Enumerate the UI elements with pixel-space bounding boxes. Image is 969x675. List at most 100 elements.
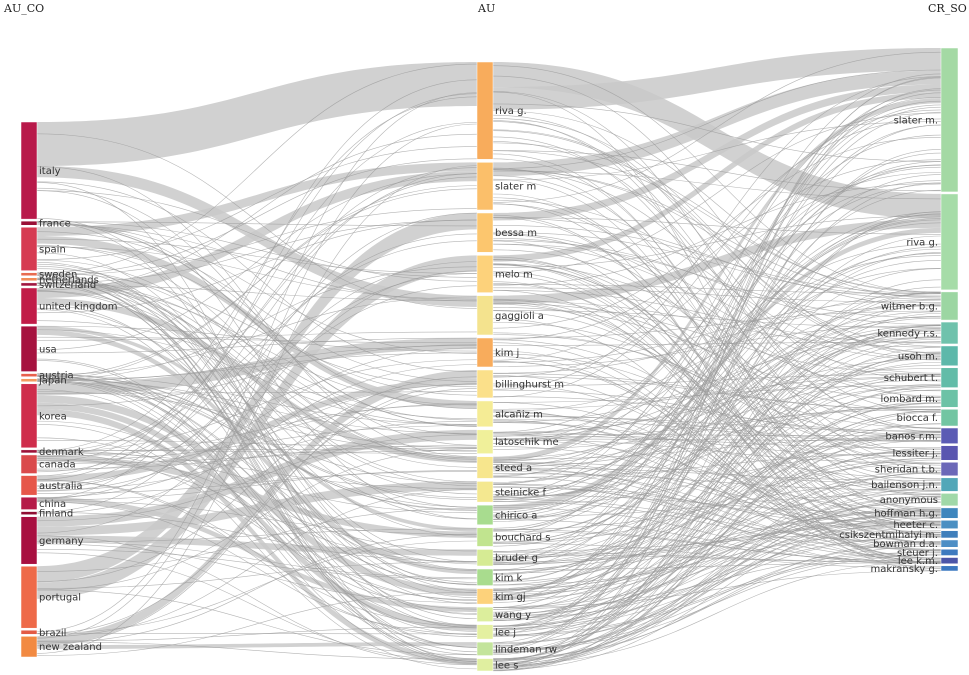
- node-au-bruder-g[interactable]: [476, 549, 494, 567]
- thin-link-left: [36, 279, 478, 508]
- thin-link-left: [36, 440, 478, 448]
- thin-link-right: [492, 327, 942, 492]
- node-cr-so-bailenson-j-n[interactable]: [940, 477, 959, 492]
- thin-link-right: [492, 315, 942, 503]
- thin-link-right: [492, 437, 942, 460]
- node-au-co-japan[interactable]: [20, 378, 38, 383]
- node-cr-so-banos-r-m[interactable]: [940, 427, 959, 444]
- node-au-billinghurst-m[interactable]: [476, 369, 494, 399]
- node-au-co-korea[interactable]: [20, 383, 38, 449]
- thin-link-left: [36, 403, 478, 471]
- node-label-au-co-brazil: brazil: [39, 628, 66, 639]
- node-au-co-spain[interactable]: [20, 227, 38, 271]
- node-cr-so-biocca-f[interactable]: [940, 409, 959, 427]
- node-au-bouchard-s[interactable]: [476, 527, 494, 547]
- node-au-lee-s[interactable]: [476, 658, 494, 672]
- node-label-au-bouchard-s: bouchard s: [495, 533, 550, 544]
- node-au-co-australia[interactable]: [20, 475, 38, 496]
- node-cr-so-witmer-b-g[interactable]: [940, 291, 959, 321]
- node-au-riva-g[interactable]: [476, 61, 494, 160]
- thin-link-right: [492, 317, 942, 520]
- thin-link-left: [36, 219, 478, 284]
- node-cr-so-lombard-m[interactable]: [940, 389, 959, 408]
- node-au-chirico-a[interactable]: [476, 504, 494, 526]
- node-au-co-germany[interactable]: [20, 516, 38, 565]
- node-au-co-portugal[interactable]: [20, 565, 38, 629]
- node-cr-so-schubert-t[interactable]: [940, 367, 959, 388]
- thin-link-right: [492, 463, 942, 526]
- thin-link-right: [492, 330, 942, 591]
- node-au-kim-k[interactable]: [476, 568, 494, 586]
- node-au-steinicke-f[interactable]: [476, 481, 494, 503]
- node-au-co-new-zealand[interactable]: [20, 636, 38, 658]
- node-cr-so-riva-g[interactable]: [940, 193, 959, 291]
- node-cr-so-anonymous[interactable]: [940, 493, 959, 507]
- flow-china-to-wang-y: [37, 497, 477, 613]
- thin-link-right: [492, 189, 942, 561]
- node-au-bessa-m[interactable]: [476, 212, 494, 253]
- node-au-latoschik-me[interactable]: [476, 429, 494, 454]
- node-au-kim-j[interactable]: [476, 337, 494, 368]
- thin-link-right: [492, 463, 942, 544]
- node-au-slater-m[interactable]: [476, 162, 494, 211]
- thin-link-left: [36, 451, 478, 552]
- node-au-co-france[interactable]: [20, 220, 38, 226]
- node-au-co-canada[interactable]: [20, 454, 38, 474]
- node-au-co-united-kingdom[interactable]: [20, 287, 38, 325]
- thin-link-right: [492, 496, 942, 618]
- node-au-alca-iz-m[interactable]: [476, 400, 494, 428]
- node-au-kim-gj[interactable]: [476, 588, 494, 605]
- node-label-au-kim-k: kim k: [495, 573, 522, 584]
- node-cr-so-makransky-g[interactable]: [940, 565, 959, 572]
- thin-link-left: [36, 221, 478, 278]
- node-au-melo-m[interactable]: [476, 255, 494, 293]
- thin-link-right: [492, 149, 942, 663]
- thin-link-right: [492, 120, 942, 466]
- thin-link-right: [492, 541, 942, 661]
- thin-link-left: [36, 549, 478, 580]
- node-cr-so-heeter-c[interactable]: [940, 520, 959, 529]
- node-cr-so-sheridan-t-b[interactable]: [940, 462, 959, 477]
- node-cr-so-slater-m[interactable]: [940, 47, 959, 193]
- node-cr-so-hoffman-h-g[interactable]: [940, 507, 959, 519]
- thin-link-left: [36, 626, 478, 642]
- thin-link-right: [492, 389, 942, 574]
- thin-link-left: [36, 285, 478, 500]
- thin-link-right: [492, 88, 942, 651]
- thin-link-left: [36, 122, 478, 480]
- thin-link-left: [36, 222, 478, 354]
- thin-link-right: [492, 118, 942, 353]
- node-label-au-co-spain: spain: [39, 244, 66, 255]
- thin-link-right: [492, 284, 942, 294]
- node-au-co-switzerland[interactable]: [20, 282, 38, 287]
- thin-link-left: [36, 266, 478, 381]
- node-cr-so-steuer-j[interactable]: [940, 549, 959, 556]
- node-au-lindeman-rw[interactable]: [476, 641, 494, 656]
- node-au-co-netherlands[interactable]: [20, 277, 38, 282]
- node-au-wang-y[interactable]: [476, 606, 494, 622]
- node-au-co-brazil[interactable]: [20, 629, 38, 635]
- thin-link-left: [36, 320, 478, 420]
- node-au-co-finland[interactable]: [20, 511, 38, 515]
- node-au-gaggioli-a[interactable]: [476, 295, 494, 336]
- node-cr-so-usoh-m[interactable]: [940, 345, 959, 367]
- thin-link-left: [36, 329, 478, 426]
- node-label-cr-so-bailenson-j-n: bailenson j.n.: [871, 480, 938, 491]
- node-cr-so-kennedy-r-s[interactable]: [940, 321, 959, 345]
- node-au-co-china[interactable]: [20, 496, 38, 510]
- node-cr-so-lessiter-j[interactable]: [940, 445, 959, 461]
- node-au-steed-a[interactable]: [476, 456, 494, 479]
- thin-link-left: [36, 245, 478, 396]
- node-au-lee-j[interactable]: [476, 624, 494, 640]
- node-au-co-usa[interactable]: [20, 325, 38, 372]
- node-au-co-austria[interactable]: [20, 373, 38, 377]
- node-au-co-italy[interactable]: [20, 121, 38, 220]
- node-cr-so-bowman-d-a[interactable]: [940, 539, 959, 548]
- node-au-co-sweden[interactable]: [20, 272, 38, 277]
- thin-link-right: [492, 311, 942, 476]
- thin-link-right: [492, 159, 942, 340]
- node-au-co-denmark[interactable]: [20, 449, 38, 454]
- node-label-au-co-china: china: [39, 499, 66, 510]
- node-cr-so-lee-k-m[interactable]: [940, 557, 959, 565]
- node-cr-so-csikszentmihalyi-m[interactable]: [940, 530, 959, 539]
